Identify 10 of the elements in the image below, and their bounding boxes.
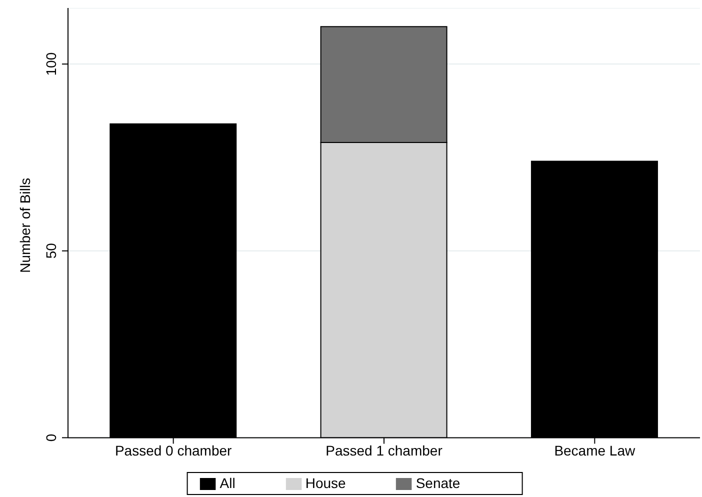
x-tick-label: Passed 0 chamber (114, 442, 232, 459)
legend-label: All (220, 474, 236, 491)
x-tick-label: Passed 1 chamber (326, 442, 443, 459)
y-axis-title: Number of Bills (16, 178, 33, 273)
legend-label: House (305, 474, 346, 491)
x-tick-label: Became Law (554, 442, 636, 459)
y-tick-label: 0 (43, 434, 59, 442)
y-tick-label: 100 (43, 52, 59, 76)
legend-label: Senate (416, 474, 460, 491)
y-tick-label: 50 (43, 242, 59, 259)
